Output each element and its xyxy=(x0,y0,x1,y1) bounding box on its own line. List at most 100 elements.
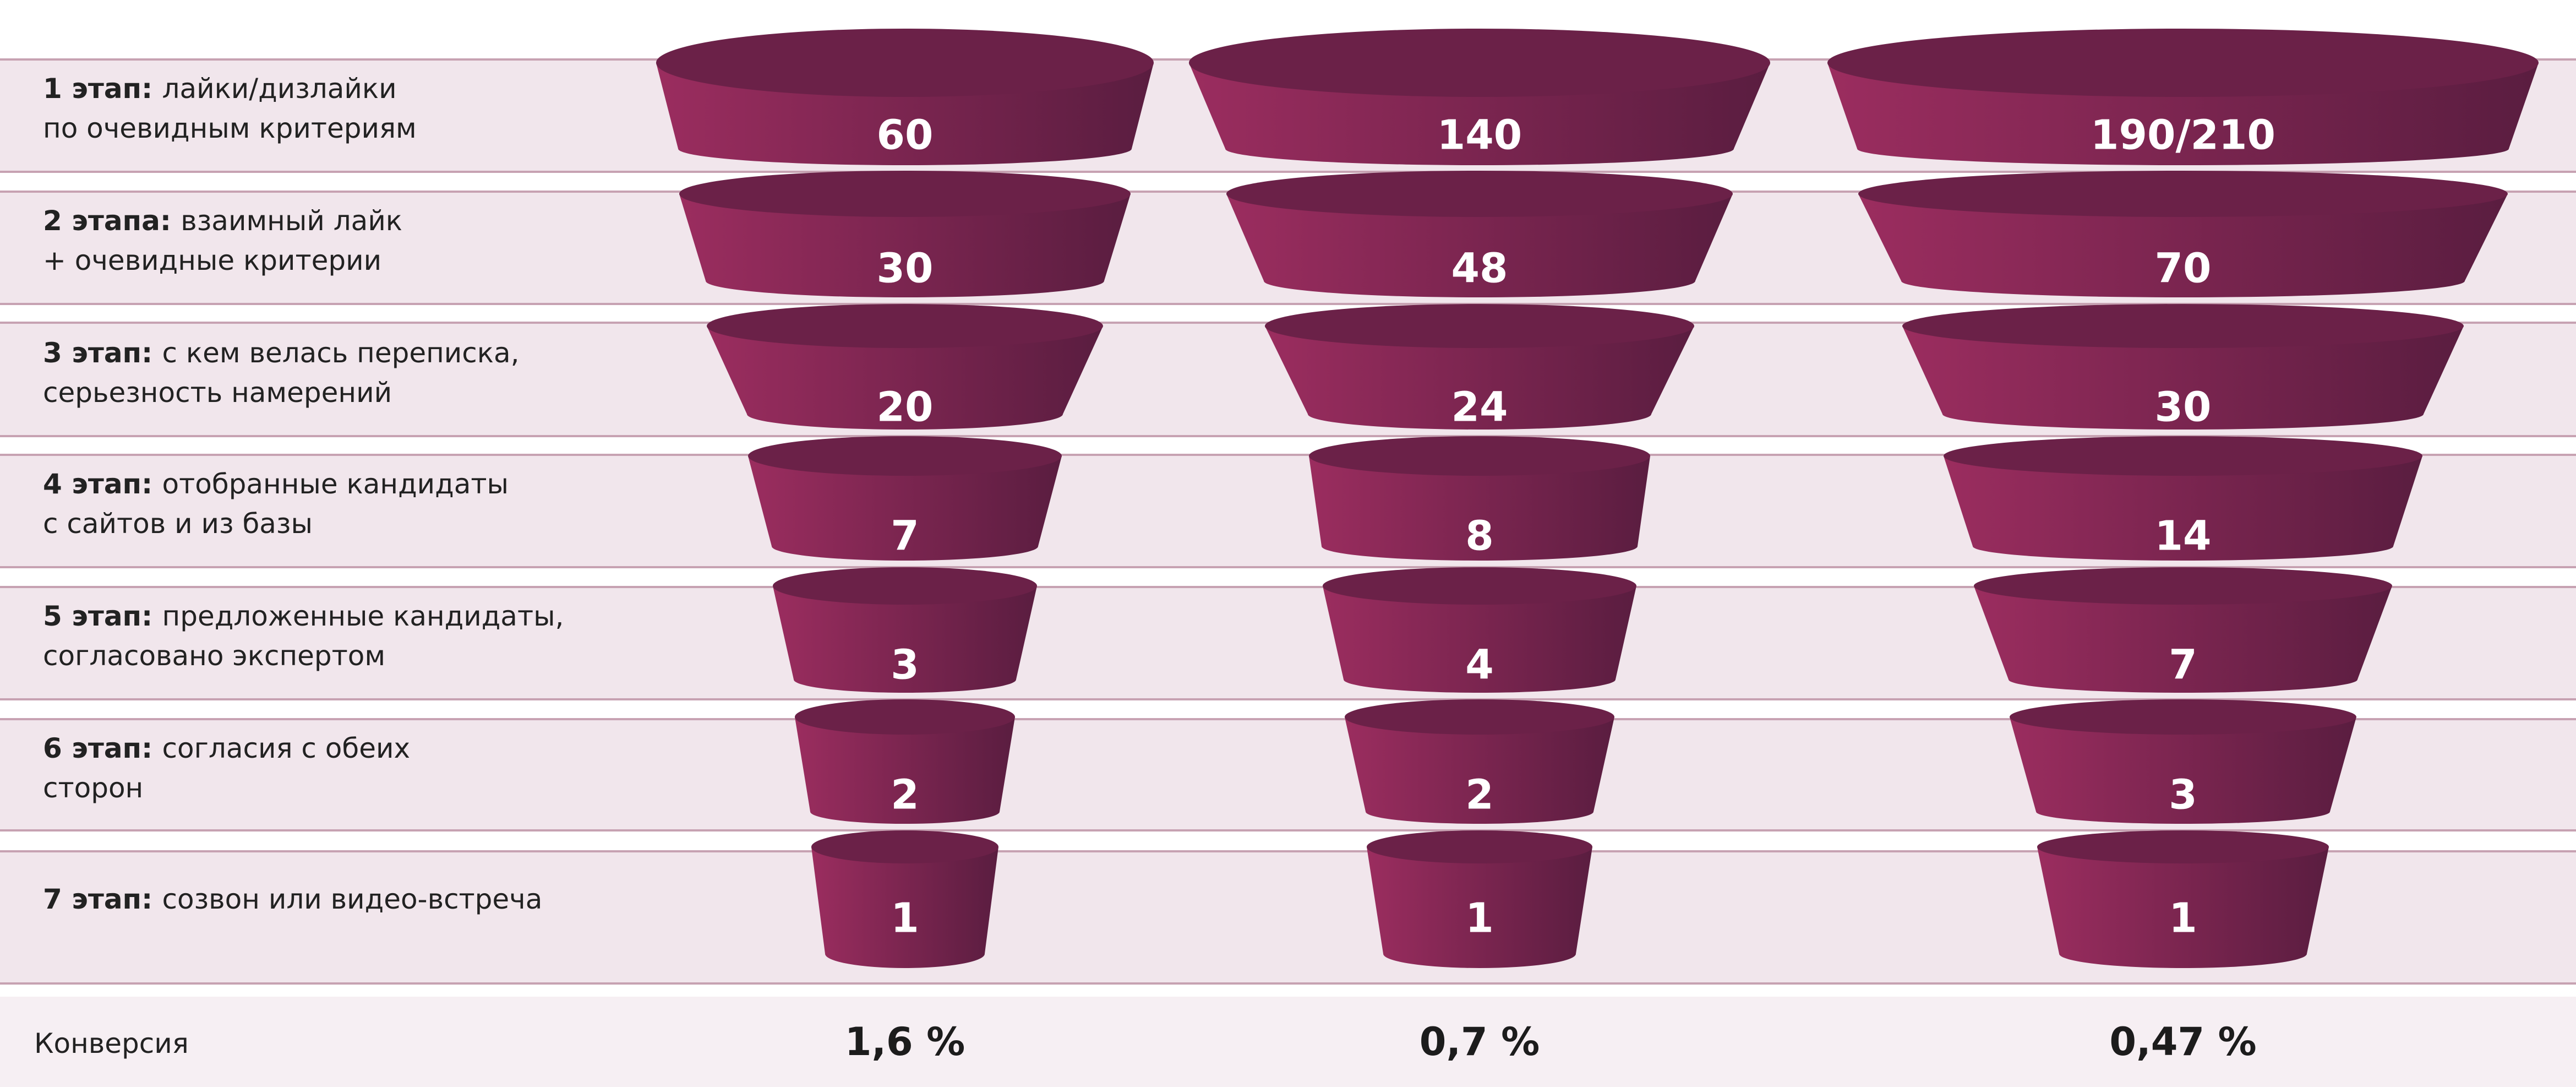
stage-number: 3 этап: xyxy=(43,337,162,369)
funnel-segment: 140 xyxy=(1189,29,1770,165)
funnel-segment-top xyxy=(1345,699,1614,735)
stage-label-line: согласовано экспертом xyxy=(43,640,385,672)
funnel-segment: 190/210 xyxy=(1827,29,2539,165)
funnel-segment-body xyxy=(795,717,1015,824)
conversion-band xyxy=(0,997,2576,1087)
funnel-value-label: 3 xyxy=(891,642,919,689)
funnel-segment-body xyxy=(2037,847,2329,968)
funnel-segment-body xyxy=(1974,586,2392,693)
stage-number: 7 этап: xyxy=(43,883,162,915)
funnel-3: 190/210 70 30 14 7 3 1 xyxy=(1827,29,2539,968)
conversion-row: Конверсия 1,6 % 0,7 % 0,47 % xyxy=(34,1019,2257,1064)
funnel-segment: 14 xyxy=(1944,436,2422,561)
funnel-value-label: 140 xyxy=(1437,112,1522,159)
funnel-segment-top xyxy=(1827,29,2539,97)
funnel-segment: 1 xyxy=(2037,830,2329,968)
funnel-value-label: 2 xyxy=(891,771,919,819)
stage-label-line: 1 этап: лайки/дизлайки xyxy=(43,73,397,105)
funnel-segment-top xyxy=(1974,567,2392,605)
funnel-value-label: 190/210 xyxy=(2091,112,2275,159)
funnel-segment: 60 xyxy=(656,29,1154,165)
funnel-segment: 3 xyxy=(2010,699,2356,824)
funnel-value-label: 8 xyxy=(1465,513,1494,560)
funnel-segment: 30 xyxy=(679,171,1131,297)
stage-label-line: 3 этап: с кем велась переписка, xyxy=(43,337,520,369)
stage-label-line: с сайтов и из базы xyxy=(43,508,313,540)
stage-label-line: 2 этапа: взаимный лайк xyxy=(43,205,402,237)
funnel-segment-body xyxy=(773,586,1037,693)
stage-number: 4 этап: xyxy=(43,468,162,500)
funnel-segment: 20 xyxy=(707,304,1103,431)
funnel-segment-body xyxy=(1226,194,1733,297)
funnel-segment-top xyxy=(707,304,1103,348)
funnel-value-label: 1 xyxy=(1465,895,1494,942)
funnel-1: 60 30 20 7 3 2 1 xyxy=(656,29,1154,968)
funnel-segment: 7 xyxy=(748,436,1062,561)
stage-number: 1 этап: xyxy=(43,73,162,105)
funnel-segment-body xyxy=(1309,456,1650,561)
funnel-value-label: 14 xyxy=(2155,513,2212,560)
funnel-segment-top xyxy=(811,830,998,863)
funnel-segment-top xyxy=(1944,436,2422,476)
funnel-segment: 8 xyxy=(1309,436,1650,561)
stage-label-line: серьезность намерений xyxy=(43,377,392,409)
funnel-value-label: 60 xyxy=(877,112,934,159)
funnel-segment-body xyxy=(1858,194,2508,297)
funnel-segment-top xyxy=(679,171,1131,217)
funnel-value-label: 20 xyxy=(877,384,934,431)
stage-label-line: 7 этап: созвон или видео-встреча xyxy=(43,883,542,915)
funnel-segment-body xyxy=(1345,717,1614,824)
funnel-segment: 1 xyxy=(1367,830,1592,968)
funnel-segment-body xyxy=(2010,717,2356,824)
funnel-segment: 3 xyxy=(773,567,1037,693)
funnel-segment-body xyxy=(1902,326,2464,430)
funnel-2: 140 48 24 8 4 2 1 xyxy=(1189,29,1770,968)
funnel-segment-top xyxy=(2037,830,2329,863)
funnel-segment-top xyxy=(2010,699,2356,735)
funnel-value-label: 48 xyxy=(1451,245,1508,292)
stage-label-line: 6 этап: согласия с обеих xyxy=(43,732,410,764)
stage-label-line: 4 этап: отобранные кандидаты xyxy=(43,468,509,500)
funnel-value-label: 1 xyxy=(891,895,919,942)
funnel-value-label: 24 xyxy=(1451,384,1508,431)
funnel-segment-top xyxy=(1226,171,1733,217)
funnel-segment-body xyxy=(1265,326,1694,430)
funnel-segment-body xyxy=(748,456,1062,561)
stage-labels: 1 этап: лайки/дизлайки по очевидным крите… xyxy=(43,73,564,915)
stage-label-line: + очевидные критерии xyxy=(43,244,381,276)
funnel-segment-top xyxy=(1367,830,1592,863)
funnel-segment: 30 xyxy=(1902,304,2464,431)
funnel-segment-body xyxy=(1323,586,1636,693)
funnel-segment-body xyxy=(1367,847,1592,968)
funnel-value-label: 30 xyxy=(877,245,934,292)
funnel-segment: 2 xyxy=(1345,699,1614,824)
conversion-value: 0,47 % xyxy=(2109,1019,2256,1064)
funnel-segment-top xyxy=(773,567,1037,605)
funnel-segment-top xyxy=(1189,29,1770,97)
funnel-segment-body xyxy=(811,847,998,968)
stage-number: 6 этап: xyxy=(43,732,162,764)
funnel-value-label: 2 xyxy=(1465,771,1494,819)
funnel-segment-top xyxy=(1902,304,2464,348)
funnel-value-label: 3 xyxy=(2169,771,2197,819)
funnel-segment-top xyxy=(748,436,1062,476)
funnel-segment-top xyxy=(1309,436,1650,476)
conversion-value: 0,7 % xyxy=(1420,1019,1540,1064)
stage-label-line: сторон xyxy=(43,772,143,804)
funnel-segment-top xyxy=(656,29,1154,97)
funnel-segment-top xyxy=(1265,304,1694,348)
stage-number: 5 этап: xyxy=(43,600,162,632)
funnel-value-label: 30 xyxy=(2155,384,2212,431)
funnel-value-label: 1 xyxy=(2169,895,2197,942)
stage-number: 2 этапа: xyxy=(43,205,181,237)
funnel-segment: 48 xyxy=(1226,171,1733,297)
funnel-segment: 70 xyxy=(1858,171,2508,297)
funnel-segment: 7 xyxy=(1974,567,2392,693)
funnel-value-label: 7 xyxy=(891,513,919,560)
conversion-value: 1,6 % xyxy=(845,1019,965,1064)
funnel-value-label: 7 xyxy=(2169,642,2197,689)
funnel-segment-body xyxy=(679,194,1131,297)
funnel-segment: 24 xyxy=(1265,304,1694,431)
funnel-segment-body xyxy=(707,326,1103,430)
